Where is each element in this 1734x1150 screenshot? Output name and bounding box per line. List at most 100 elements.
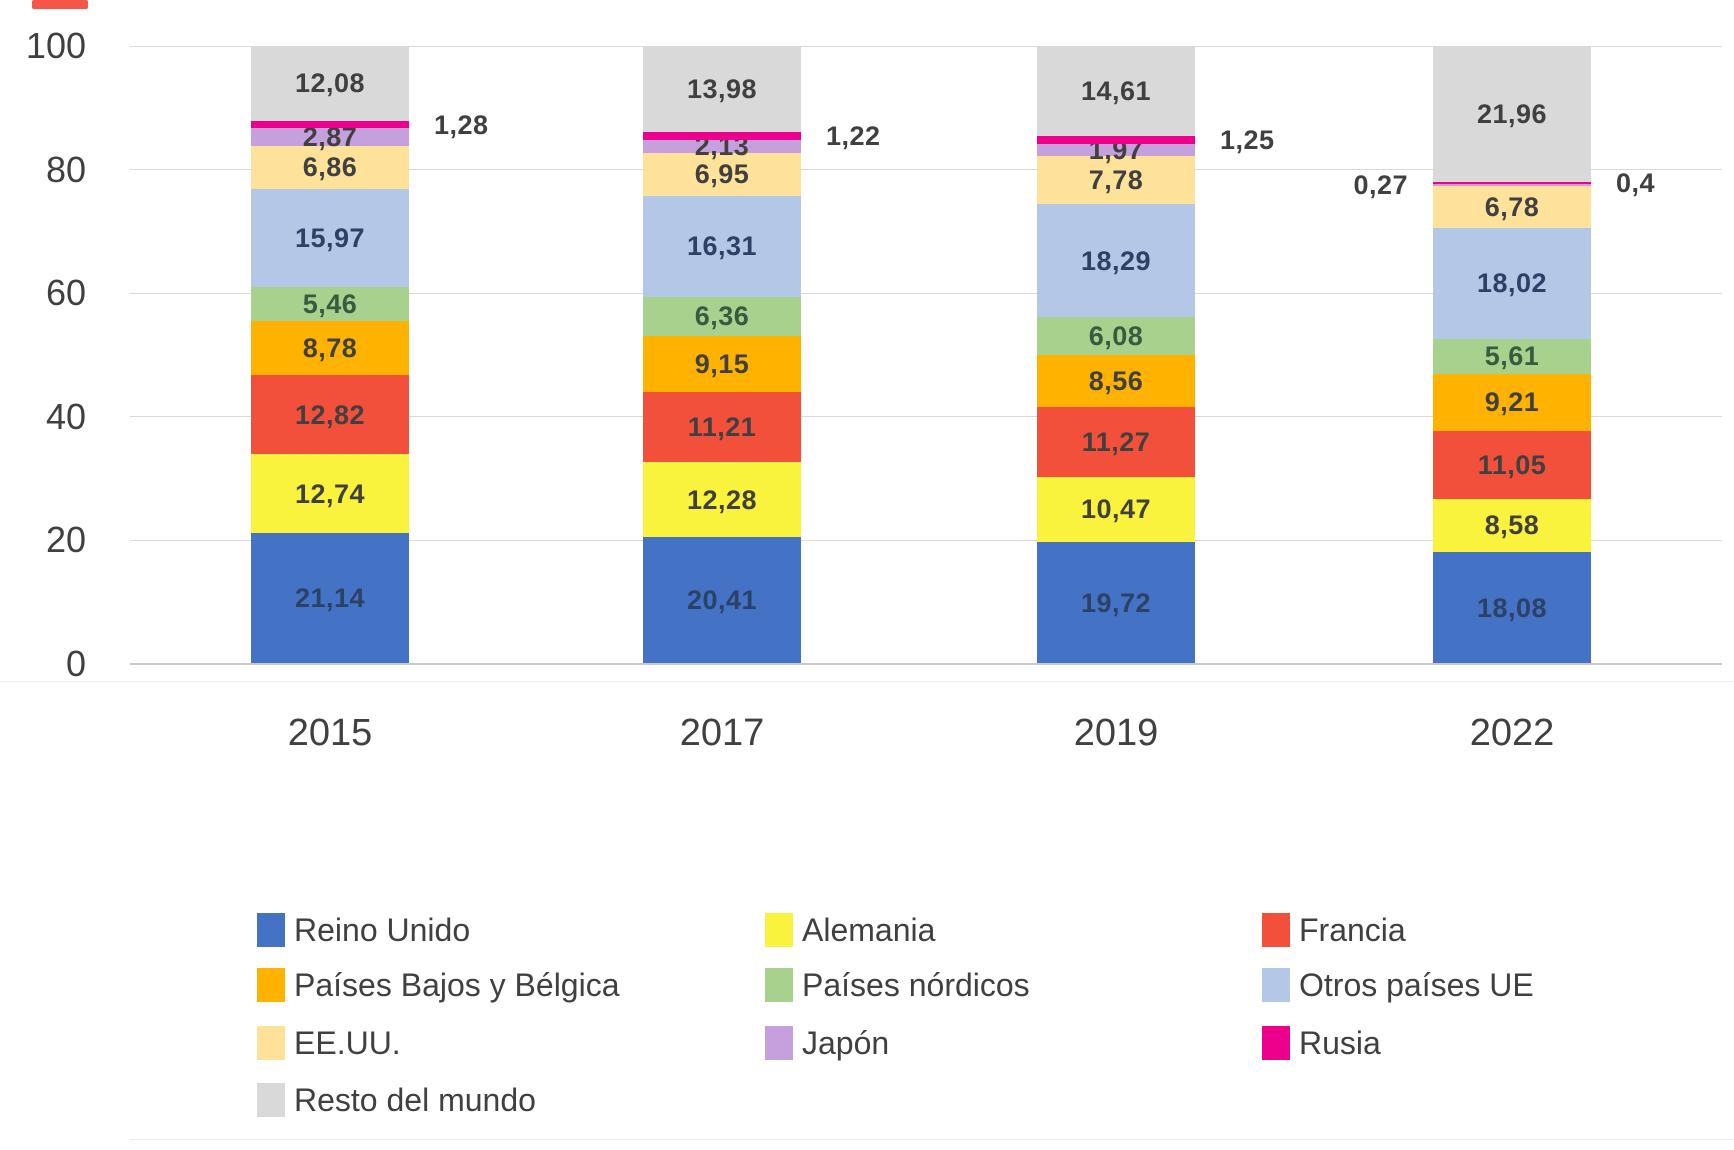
x-axis-line bbox=[130, 662, 1722, 665]
segment bbox=[1037, 143, 1195, 157]
x-axis-label: 2015 bbox=[287, 712, 373, 754]
segment bbox=[251, 454, 409, 533]
segment bbox=[1433, 181, 1591, 185]
data-label: 9,21 bbox=[1484, 387, 1540, 418]
legend-label: Francia bbox=[1299, 912, 1406, 948]
segment bbox=[1433, 185, 1591, 228]
legend-swatch bbox=[1262, 913, 1290, 947]
data-label: 18,02 bbox=[1476, 268, 1548, 299]
segment bbox=[1037, 541, 1195, 664]
data-label: 21,96 bbox=[1476, 99, 1548, 130]
segment bbox=[1433, 339, 1591, 374]
segment bbox=[643, 461, 801, 538]
legend-label: Países nórdicos bbox=[802, 967, 1030, 1003]
segment bbox=[251, 146, 409, 189]
gridline bbox=[130, 169, 1722, 170]
legend-swatch bbox=[765, 1026, 793, 1060]
legend-swatch bbox=[257, 968, 285, 1002]
y-tick-label: 100 bbox=[25, 25, 86, 66]
data-label: 11,27 bbox=[1081, 427, 1151, 458]
segment bbox=[1037, 477, 1195, 542]
gridline bbox=[130, 292, 1722, 294]
segment bbox=[1037, 136, 1195, 144]
data-label: 19,72 bbox=[1080, 587, 1152, 618]
axis-shadow-line bbox=[0, 681, 1734, 682]
data-label: 6,08 bbox=[1088, 320, 1144, 351]
outside-data-label: 1,22 bbox=[826, 121, 881, 152]
data-label: 5,61 bbox=[1484, 341, 1540, 372]
y-tick-label: 40 bbox=[45, 395, 86, 437]
segment bbox=[251, 375, 409, 455]
legend-swatch bbox=[765, 968, 793, 1002]
gridline bbox=[130, 539, 1722, 541]
data-label: 8,78 bbox=[302, 333, 358, 364]
legend-label: Reino Unido bbox=[294, 912, 471, 948]
segment bbox=[1037, 317, 1195, 355]
data-label: 11,05 bbox=[1477, 449, 1547, 480]
segment bbox=[251, 188, 409, 288]
legend-label: Resto del mundo bbox=[294, 1082, 536, 1118]
data-label: 15,97 bbox=[294, 222, 366, 253]
segment bbox=[1037, 204, 1195, 318]
data-label: 6,78 bbox=[1484, 191, 1540, 222]
data-label: 20,41 bbox=[686, 585, 758, 616]
segment bbox=[1433, 227, 1591, 340]
outside-data-label: 1,25 bbox=[1220, 125, 1275, 156]
segment bbox=[1037, 407, 1195, 478]
segment bbox=[643, 139, 801, 153]
legend-label: Japón bbox=[802, 1025, 890, 1061]
segment bbox=[1433, 551, 1591, 664]
segment bbox=[1037, 46, 1195, 137]
segment bbox=[1037, 354, 1195, 408]
data-label: 10,47 bbox=[1080, 494, 1152, 525]
outside-data-label: 0,27 bbox=[1353, 170, 1408, 201]
legend-label: Rusia bbox=[1299, 1025, 1381, 1061]
segment bbox=[643, 335, 801, 393]
data-label: 12,08 bbox=[294, 68, 366, 99]
legend-swatch bbox=[765, 913, 793, 947]
legend-label: EE.UU. bbox=[294, 1025, 401, 1061]
segment bbox=[643, 296, 801, 336]
data-label: 8,56 bbox=[1088, 366, 1144, 397]
segment bbox=[1037, 156, 1195, 205]
outside-data-label: 0,4 bbox=[1616, 168, 1656, 199]
legend-swatch bbox=[1262, 968, 1290, 1002]
outside-data-label: 1,28 bbox=[434, 109, 489, 140]
segment bbox=[251, 128, 409, 147]
segment bbox=[251, 532, 409, 664]
data-label: 6,86 bbox=[302, 152, 358, 183]
segment bbox=[251, 46, 409, 121]
y-tick-label: 80 bbox=[45, 148, 86, 190]
legend-label: Otros países UE bbox=[1299, 967, 1534, 1003]
data-label: 18,29 bbox=[1080, 245, 1152, 276]
segment bbox=[1433, 184, 1591, 186]
segment bbox=[251, 120, 409, 129]
y-tick-label: 60 bbox=[45, 272, 86, 313]
segment bbox=[643, 132, 801, 140]
y-tick-label: 0 bbox=[65, 642, 86, 684]
data-label: 8,58 bbox=[1484, 510, 1540, 541]
data-label: 9,15 bbox=[694, 349, 750, 380]
data-label: 13,98 bbox=[686, 74, 758, 105]
legend-label: Alemania bbox=[802, 912, 936, 948]
data-label: 12,74 bbox=[294, 478, 366, 509]
data-label: 12,82 bbox=[294, 399, 366, 430]
data-label: 12,28 bbox=[686, 484, 758, 515]
segment bbox=[251, 320, 409, 376]
legend-swatch bbox=[257, 913, 285, 947]
segment bbox=[643, 46, 801, 133]
data-label: 6,36 bbox=[694, 301, 750, 332]
legend-swatch bbox=[257, 1083, 285, 1117]
segment bbox=[1433, 430, 1591, 499]
bottom-edge-line bbox=[130, 1139, 1734, 1140]
x-axis-label: 2017 bbox=[679, 712, 765, 754]
gridline bbox=[130, 45, 1722, 47]
data-label: 5,46 bbox=[302, 289, 358, 320]
x-axis-label: 2022 bbox=[1469, 712, 1555, 754]
segment bbox=[643, 537, 801, 664]
segment bbox=[1433, 373, 1591, 431]
data-label: 7,78 bbox=[1088, 165, 1144, 196]
data-label: 16,31 bbox=[686, 231, 758, 262]
x-axis-label: 2019 bbox=[1073, 712, 1159, 754]
